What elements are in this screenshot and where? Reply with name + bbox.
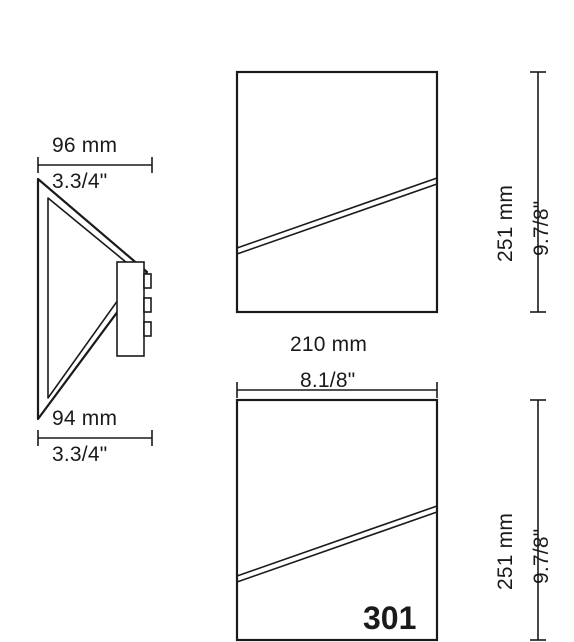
dim-height-top-in: 9.7/8"	[530, 201, 554, 256]
dim-depth-bottom-mm: 94 mm	[52, 407, 117, 431]
model-number: 301	[363, 600, 416, 637]
dim-height-bottom-in: 9.7/8"	[530, 529, 554, 584]
dim-width-mm: 210 mm	[290, 333, 367, 357]
dim-height-top-mm: 251 mm	[494, 185, 518, 262]
dim-height-bottom-mm: 251 mm	[494, 513, 518, 590]
dim-depth-bottom-in: 3.3/4"	[52, 443, 107, 467]
dim-depth-top-mm: 96 mm	[52, 134, 117, 158]
dim-width-in: 8.1/8"	[300, 369, 355, 393]
dim-depth-top-in: 3.3/4"	[52, 170, 107, 194]
tech-drawing-svg	[0, 0, 574, 642]
